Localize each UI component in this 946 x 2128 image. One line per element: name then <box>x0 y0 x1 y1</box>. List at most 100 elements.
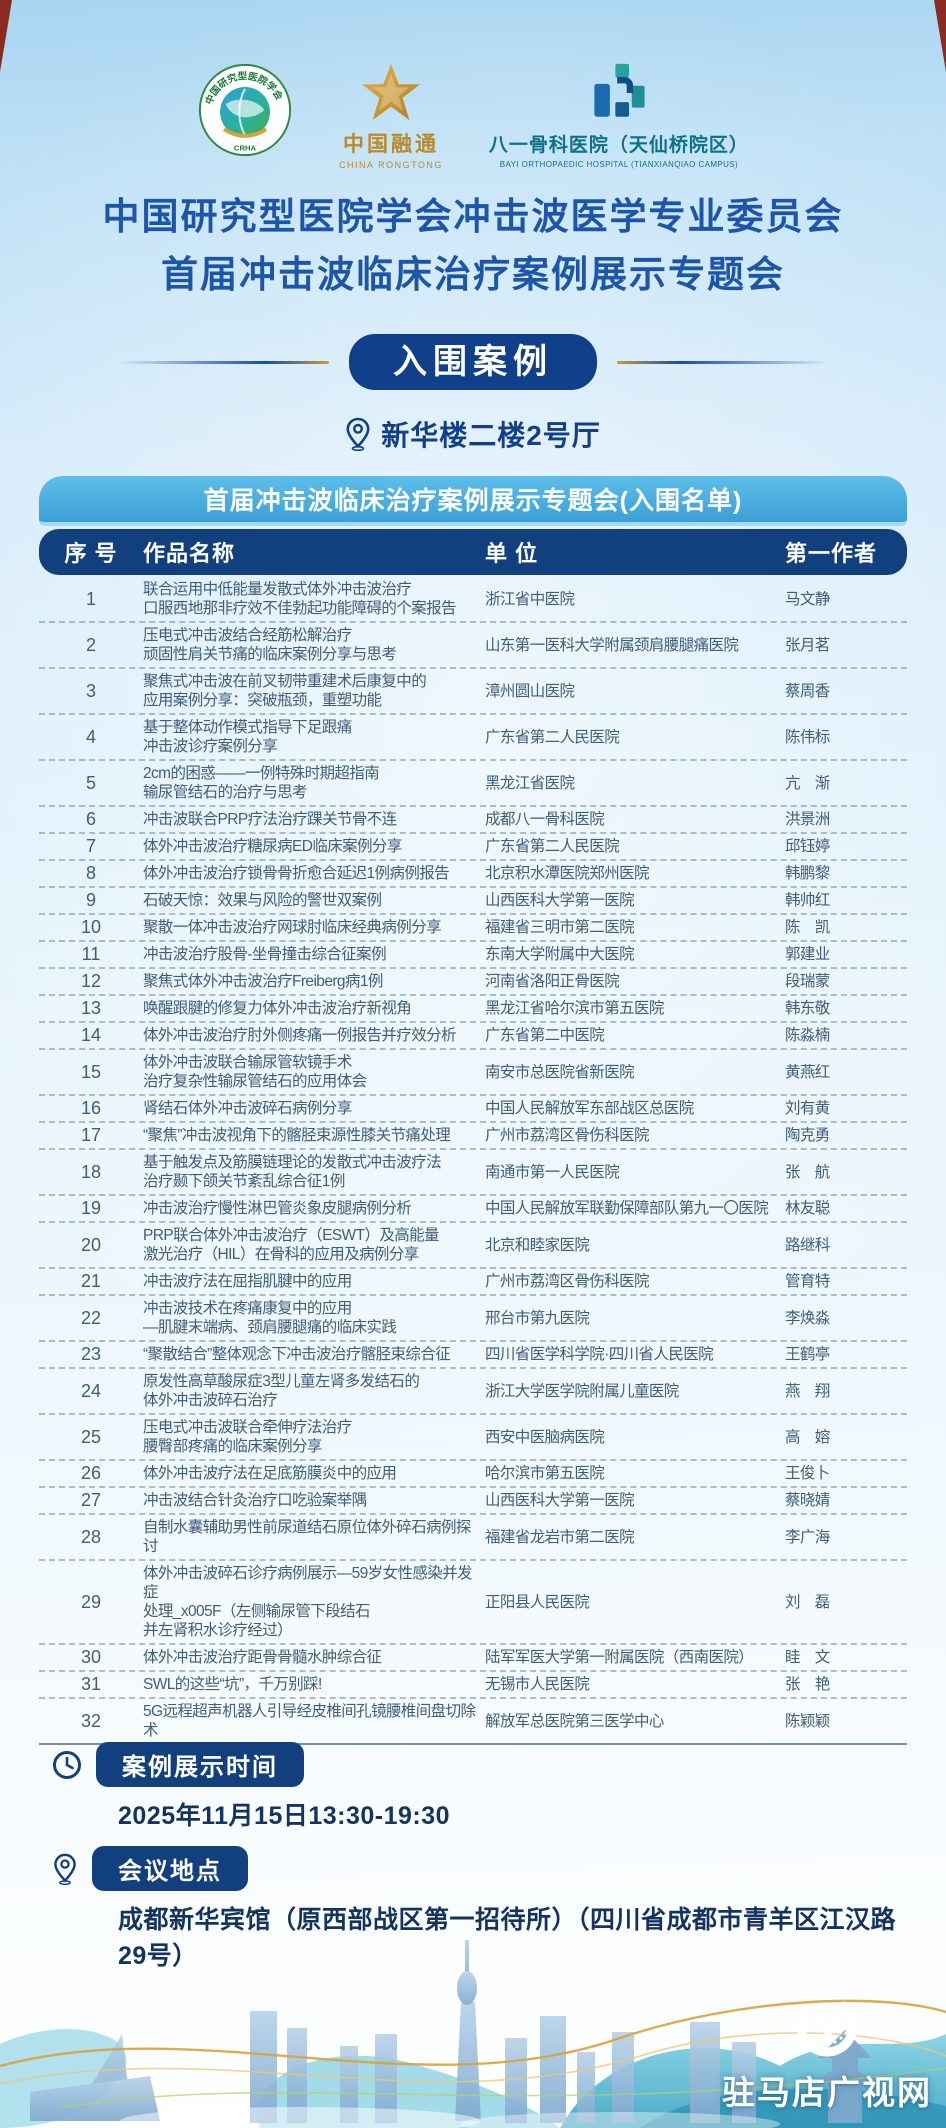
bayi-hospital-logo: 八一骨科医院（天仙桥院区） BAYI ORTHOPAEDIC HOSPITAL … <box>489 62 749 169</box>
row-work-title: 体外冲击波治疗肘外侧疼痛一例报告并疗效分析 <box>143 1027 457 1044</box>
time-value: 2025年11月15日13:30-19:30 <box>118 1802 451 1830</box>
table-row: 14 体外冲击波治疗肘外侧疼痛一例报告并疗效分析 广东省第二中医院 陈淼楠 <box>39 1023 907 1050</box>
row-unit: 西安中医脑病医院 <box>485 1428 605 1446</box>
row-unit: 福建省三明市第二医院 <box>485 919 635 936</box>
table-row: 7 体外冲击波治疗糖尿病ED临床案例分享 广东省第二人民医院 邱钰婷 <box>39 834 907 861</box>
row-work-title: 冲击波治疗慢性淋巴管炎象皮腿病例分析 <box>143 1200 412 1217</box>
table-row: 26 体外冲击波疗法在足底筋膜炎中的应用 哈尔滨市第五医院 王俊卜 <box>39 1461 907 1488</box>
table-row: 2 压电式冲击波结合经筋松解治疗 顽固性肩关节痛的临床案例分享与思考 山东第一医… <box>39 623 907 669</box>
row-number: 6 <box>85 809 96 829</box>
row-work-title: 基于触发点及筋膜链理论的发散式冲击波疗法 治疗颞下颌关节紊乱综合征1例 <box>143 1154 442 1190</box>
table-row: 11 冲击波治疗股骨-坐骨撞击综合征案例 东南大学附属中大医院 郭建业 <box>39 942 907 969</box>
table-row: 12 聚焦式体外冲击波治疗Freiberg病1例 河南省洛阳正骨医院 段瑞蒙 <box>39 969 907 996</box>
shortlist-badge: 入围案例 <box>349 334 597 390</box>
row-number: 20 <box>80 1234 102 1255</box>
row-unit: 中国人民解放军联勤保障部队第九一〇医院 <box>485 1200 769 1217</box>
row-author: 陶克勇 <box>785 1127 830 1144</box>
crha-logo-icon: 中国研究型医院学会 CRHA <box>198 63 292 157</box>
row-number: 28 <box>80 1526 102 1547</box>
table-row: 22 冲击波技术在疼痛康复中的应用 —肌腱末端病、颈肩腰腿痛的临床实践 邢台市第… <box>39 1296 907 1342</box>
row-work-title: 冲击波结合针灸治疗口吃验案举隅 <box>143 1492 367 1509</box>
row-work-title: 体外冲击波联合输尿管软镜手术 治疗复杂性输尿管结石的应用体会 <box>143 1054 367 1090</box>
row-unit: 陆军军医大学第一附属医院（西南医院） <box>485 1649 754 1666</box>
row-work-title: 压电式冲击波结合经筋松解治疗 顽固性肩关节痛的临床案例分享与思考 <box>143 627 397 663</box>
table-row: 28 自制水囊辅助男性前尿道结石原位体外碎石病例探讨 福建省龙岩市第二医院 李广… <box>39 1515 907 1561</box>
row-unit: 浙江大学医学院附属儿童医院 <box>485 1382 679 1400</box>
row-work-title: 聚焦式体外冲击波治疗Freiberg病1例 <box>143 973 383 990</box>
badge-line-left <box>117 360 329 364</box>
row-work-title: 体外冲击波治疗糖尿病ED临床案例分享 <box>143 838 402 855</box>
row-author: 陈伟标 <box>785 728 830 746</box>
table-row: 15 体外冲击波联合输尿管软镜手术 治疗复杂性输尿管结石的应用体会 南安市总医院… <box>39 1050 907 1096</box>
row-number: 9 <box>85 890 96 910</box>
row-author: 陈淼楠 <box>785 1027 830 1044</box>
row-number: 12 <box>80 971 102 991</box>
row-work-title: 唤醒跟腱的修复力体外冲击波治疗新视角 <box>143 1000 412 1017</box>
place-value: 成都新华宾馆（原西部战区第一招待所）（四川省成都市青羊区江汉路29号） <box>118 1906 897 1970</box>
row-unit: 山西医科大学第一医院 <box>485 892 635 909</box>
row-number: 22 <box>80 1307 102 1328</box>
row-work-title: 石破天惊：效果与风险的警世双案例 <box>143 892 382 909</box>
row-author: 蔡周香 <box>785 682 830 700</box>
rongtong-star-icon <box>361 63 421 121</box>
row-number: 8 <box>85 863 96 883</box>
header-author: 第一作者 <box>785 541 878 566</box>
shortlist-table: 首届冲击波临床治疗案例展示专题会(入围名单) 序 号 作品名称 单 位 第一作者… <box>39 476 907 1745</box>
row-author: 黄燕红 <box>785 1063 830 1081</box>
row-work-title: PRP联合体外冲击波治疗（ESWT）及高能量 激光治疗（HIL）在骨科的应用及病… <box>143 1227 440 1263</box>
row-number: 32 <box>80 1710 102 1731</box>
logo-row: 中国研究型医院学会 CRHA 中国融通 CHINA RONGTONG <box>0 62 946 170</box>
place-label-row: 会议地点 <box>52 1846 912 1891</box>
row-number: 13 <box>80 998 102 1018</box>
svg-text:CRHA: CRHA <box>234 143 257 152</box>
watermark-logo-icon <box>796 1995 858 2057</box>
title-line1: 中国研究型医院学会冲击波医学专业委员会 <box>102 196 844 237</box>
row-number: 17 <box>80 1125 102 1145</box>
row-author: 洪景洲 <box>785 811 830 828</box>
row-unit: 漳州圆山医院 <box>485 682 575 700</box>
row-unit: 南通市第一人民医院 <box>485 1163 620 1181</box>
row-unit: 北京积水潭医院郑州医院 <box>485 865 650 882</box>
row-work-title: 聚焦式冲击波在前叉韧带重建术后康复中的 应用案例分享：突破瓶颈，重塑功能 <box>143 673 427 709</box>
row-work-title: 肾结石体外冲击波碎石病例分享 <box>143 1100 352 1117</box>
row-author: 韩鹏黎 <box>785 865 830 882</box>
place-label-badge: 会议地点 <box>92 1846 248 1891</box>
row-unit: 成都八一骨科医院 <box>485 811 605 828</box>
row-author: 段瑞蒙 <box>785 973 830 990</box>
table-row: 10 聚散一体冲击波治疗网球肘临床经典病例分享 福建省三明市第二医院 陈 凯 <box>39 915 907 942</box>
table-row: 1 联合运用中低能量发散式体外冲击波治疗 口服西地那非疗效不佳勃起功能障碍的个案… <box>39 577 907 623</box>
header-no: 序 号 <box>64 541 118 566</box>
row-unit: 广东省第二中医院 <box>485 1027 605 1044</box>
row-work-title: 自制水囊辅助男性前尿道结石原位体外碎石病例探讨 <box>143 1519 471 1555</box>
row-work-title: 基于整体动作模式指导下足跟痛 冲击波诊疗案例分享 <box>143 719 352 755</box>
row-unit: 山东第一医科大学附属颈肩腰腿痛医院 <box>485 636 739 654</box>
badge-line-right <box>617 360 829 364</box>
header-work: 作品名称 <box>143 541 236 566</box>
venue-hall: 新华楼二楼2号厅 <box>381 420 601 451</box>
row-unit: 广州市荔湾区骨伤科医院 <box>485 1127 650 1144</box>
table-row: 17 “聚焦”冲击波视角下的髂胫束源性膝关节痛处理 广州市荔湾区骨伤科医院 陶克… <box>39 1123 907 1150</box>
table-row: 20 PRP联合体外冲击波治疗（ESWT）及高能量 激光治疗（HIL）在骨科的应… <box>39 1223 907 1269</box>
crha-logo: 中国研究型医院学会 CRHA <box>197 62 293 158</box>
row-author: 陈 凯 <box>785 919 830 936</box>
row-number: 26 <box>80 1463 102 1483</box>
rongtong-sub: CHINA RONGTONG <box>339 160 443 170</box>
row-unit: 浙江省中医院 <box>485 590 575 608</box>
table-row: 8 体外冲击波治疗锁骨骨折愈合延迟1例病例报告 北京积水潭医院郑州医院 韩鹏黎 <box>39 861 907 888</box>
bayi-sub: BAYI ORTHOPAEDIC HOSPITAL (TIANXIANQIAO … <box>499 160 739 169</box>
row-author: 王鹤亭 <box>785 1346 830 1363</box>
china-rongtong-logo: 中国融通 CHINA RONGTONG <box>339 62 443 170</box>
page-title: 中国研究型医院学会冲击波医学专业委员会 首届冲击波临床治疗案例展示专题会 <box>0 188 946 304</box>
table-body: 1 联合运用中低能量发散式体外冲击波治疗 口服西地那非疗效不佳勃起功能障碍的个案… <box>39 575 907 1745</box>
row-number: 1 <box>85 588 96 609</box>
row-unit: 哈尔滨市第五医院 <box>485 1465 605 1482</box>
row-author: 亢 渐 <box>785 774 830 792</box>
footer: 案例展示时间 2025年11月15日13:30-19:30 会议地点 成都新华宾… <box>52 1742 912 1976</box>
row-number: 4 <box>85 726 96 747</box>
row-number: 2 <box>85 634 96 655</box>
row-work-title: “聚散结合”整体观念下冲击波治疗髂胫束综合征 <box>143 1346 451 1363</box>
row-work-title: 原发性高草酸尿症3型儿童左肾多发结石的 体外冲击波碎石治疗 <box>143 1373 420 1409</box>
row-number: 21 <box>80 1271 102 1291</box>
row-author: 李焕淼 <box>785 1309 830 1327</box>
